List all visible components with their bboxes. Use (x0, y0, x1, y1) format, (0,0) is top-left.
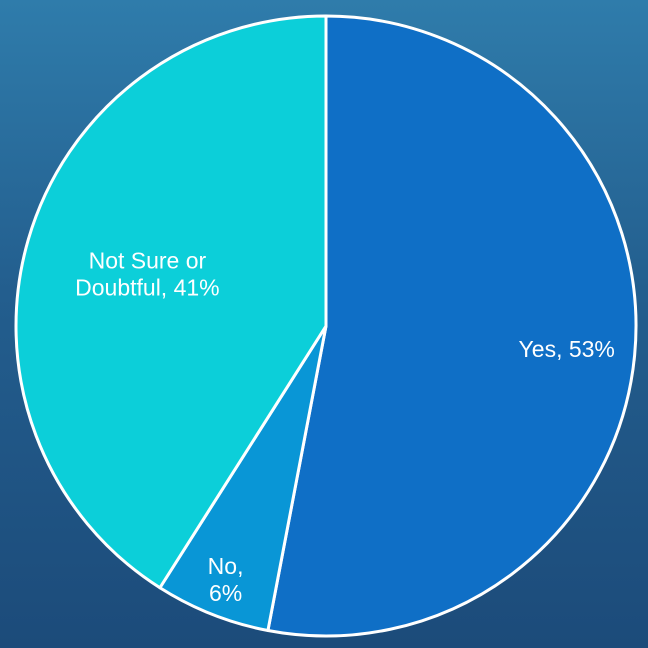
pie-slice-not-sure-or-doubtful (14, 14, 328, 590)
data-label-not-sure-or-doubtful: Not Sure or Doubtful, 41% (75, 248, 219, 301)
pie-data-labels: Yes, 53% No, 6% Not Sure or Doubtful, 41% (75, 248, 615, 607)
pie-slices (14, 14, 638, 638)
data-label-yes: Yes, 53% (519, 336, 615, 362)
pie-slice-yes (266, 14, 638, 638)
data-label-no: No, 6% (208, 553, 244, 606)
